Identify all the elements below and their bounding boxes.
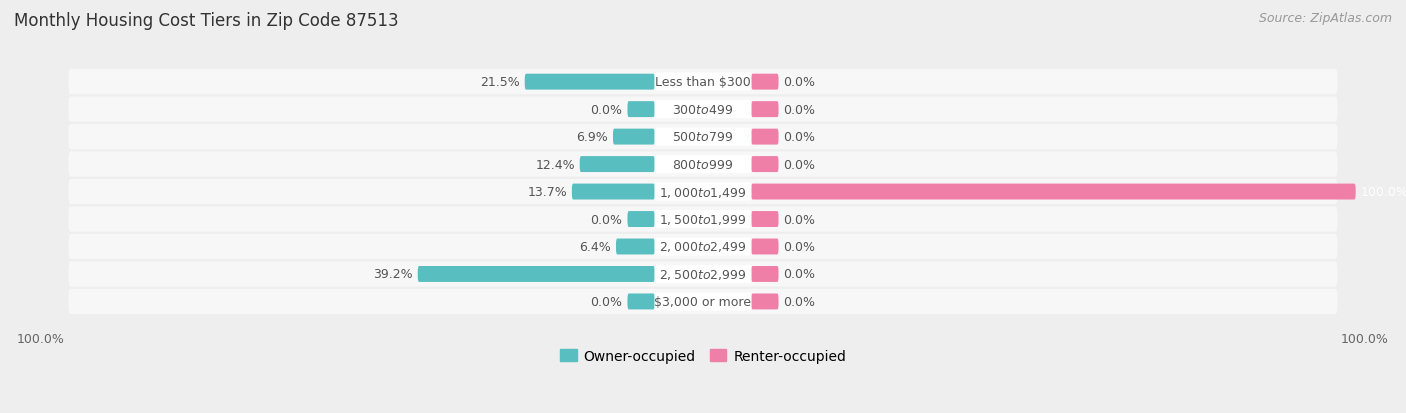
FancyBboxPatch shape bbox=[655, 238, 751, 256]
FancyBboxPatch shape bbox=[751, 294, 779, 310]
Text: 0.0%: 0.0% bbox=[591, 295, 623, 308]
Text: $500 to $799: $500 to $799 bbox=[672, 131, 734, 144]
Legend: Owner-occupied, Renter-occupied: Owner-occupied, Renter-occupied bbox=[554, 343, 852, 368]
Text: 0.0%: 0.0% bbox=[783, 103, 815, 116]
FancyBboxPatch shape bbox=[69, 97, 1337, 123]
FancyBboxPatch shape bbox=[751, 184, 1355, 200]
FancyBboxPatch shape bbox=[524, 74, 655, 90]
Text: 0.0%: 0.0% bbox=[783, 158, 815, 171]
Text: $2,500 to $2,999: $2,500 to $2,999 bbox=[659, 267, 747, 281]
FancyBboxPatch shape bbox=[69, 125, 1337, 150]
Text: 0.0%: 0.0% bbox=[783, 295, 815, 308]
Text: $300 to $499: $300 to $499 bbox=[672, 103, 734, 116]
Text: Source: ZipAtlas.com: Source: ZipAtlas.com bbox=[1258, 12, 1392, 25]
Text: $800 to $999: $800 to $999 bbox=[672, 158, 734, 171]
FancyBboxPatch shape bbox=[655, 74, 751, 92]
Text: 0.0%: 0.0% bbox=[591, 103, 623, 116]
FancyBboxPatch shape bbox=[655, 128, 751, 146]
Text: 100.0%: 100.0% bbox=[1341, 332, 1389, 345]
Text: 21.5%: 21.5% bbox=[479, 76, 520, 89]
Text: 0.0%: 0.0% bbox=[783, 240, 815, 254]
Text: 6.9%: 6.9% bbox=[576, 131, 609, 144]
Text: 0.0%: 0.0% bbox=[783, 131, 815, 144]
FancyBboxPatch shape bbox=[751, 102, 779, 118]
FancyBboxPatch shape bbox=[572, 184, 655, 200]
FancyBboxPatch shape bbox=[616, 239, 655, 255]
FancyBboxPatch shape bbox=[655, 265, 751, 283]
FancyBboxPatch shape bbox=[751, 129, 779, 145]
Text: 13.7%: 13.7% bbox=[527, 185, 567, 199]
FancyBboxPatch shape bbox=[69, 70, 1337, 95]
Text: $1,000 to $1,499: $1,000 to $1,499 bbox=[659, 185, 747, 199]
Text: 39.2%: 39.2% bbox=[374, 268, 413, 281]
Text: 0.0%: 0.0% bbox=[783, 268, 815, 281]
FancyBboxPatch shape bbox=[751, 157, 779, 173]
Text: $2,000 to $2,499: $2,000 to $2,499 bbox=[659, 240, 747, 254]
Text: Less than $300: Less than $300 bbox=[655, 76, 751, 89]
FancyBboxPatch shape bbox=[751, 211, 779, 228]
Text: Monthly Housing Cost Tiers in Zip Code 87513: Monthly Housing Cost Tiers in Zip Code 8… bbox=[14, 12, 399, 30]
Text: $3,000 or more: $3,000 or more bbox=[655, 295, 751, 308]
FancyBboxPatch shape bbox=[613, 129, 655, 145]
FancyBboxPatch shape bbox=[69, 262, 1337, 287]
Text: 0.0%: 0.0% bbox=[591, 213, 623, 226]
FancyBboxPatch shape bbox=[69, 289, 1337, 314]
Text: 100.0%: 100.0% bbox=[1361, 185, 1406, 199]
FancyBboxPatch shape bbox=[418, 266, 655, 282]
Text: 6.4%: 6.4% bbox=[579, 240, 612, 254]
FancyBboxPatch shape bbox=[69, 180, 1337, 205]
FancyBboxPatch shape bbox=[627, 294, 655, 310]
Text: 100.0%: 100.0% bbox=[17, 332, 65, 345]
FancyBboxPatch shape bbox=[69, 152, 1337, 177]
FancyBboxPatch shape bbox=[627, 211, 655, 228]
Text: 12.4%: 12.4% bbox=[536, 158, 575, 171]
FancyBboxPatch shape bbox=[627, 102, 655, 118]
Text: $1,500 to $1,999: $1,500 to $1,999 bbox=[659, 213, 747, 226]
FancyBboxPatch shape bbox=[751, 239, 779, 255]
FancyBboxPatch shape bbox=[655, 211, 751, 228]
FancyBboxPatch shape bbox=[751, 74, 779, 90]
FancyBboxPatch shape bbox=[655, 101, 751, 119]
FancyBboxPatch shape bbox=[69, 207, 1337, 232]
FancyBboxPatch shape bbox=[751, 266, 779, 282]
FancyBboxPatch shape bbox=[655, 183, 751, 201]
FancyBboxPatch shape bbox=[655, 293, 751, 311]
FancyBboxPatch shape bbox=[579, 157, 655, 173]
FancyBboxPatch shape bbox=[655, 156, 751, 174]
Text: 0.0%: 0.0% bbox=[783, 76, 815, 89]
Text: 0.0%: 0.0% bbox=[783, 213, 815, 226]
FancyBboxPatch shape bbox=[69, 234, 1337, 259]
